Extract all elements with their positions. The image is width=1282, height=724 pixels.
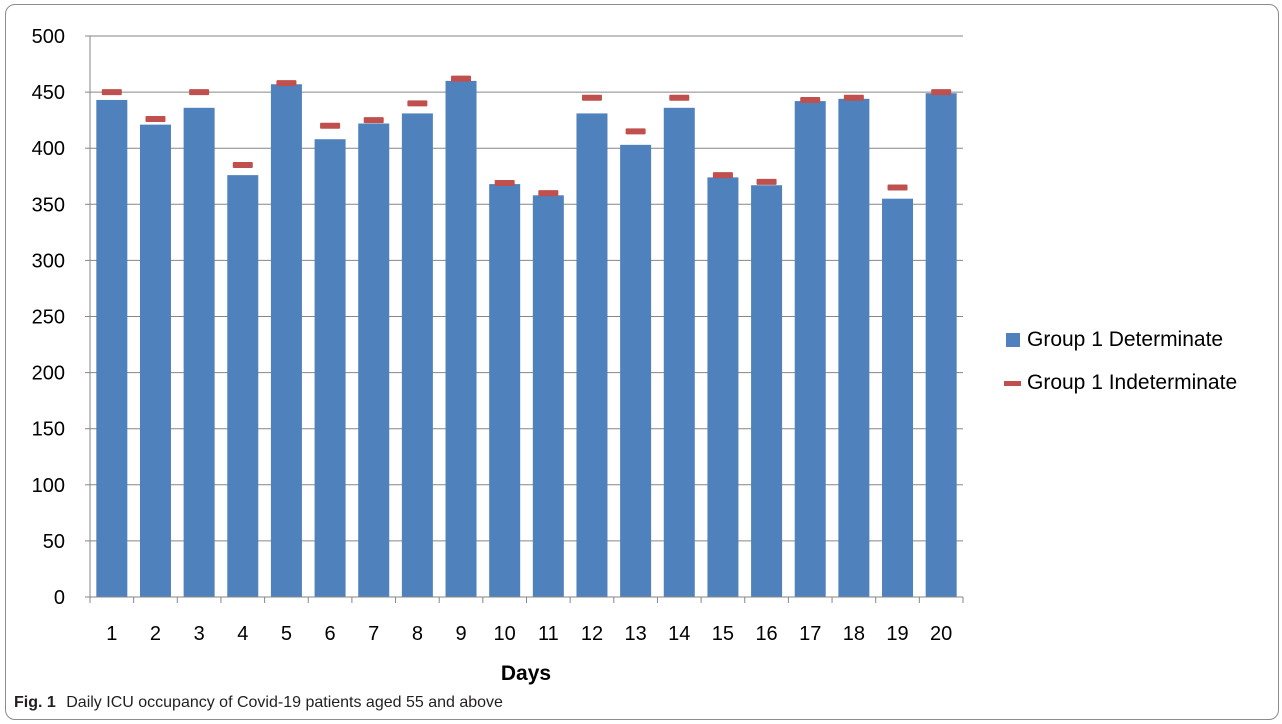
x-tick-label: 4	[237, 623, 248, 645]
x-tick-label: 8	[412, 623, 423, 645]
x-tick-label: 7	[368, 623, 379, 645]
x-tick-label: 9	[455, 623, 466, 645]
x-tick-label: 14	[668, 623, 690, 645]
gridlines	[90, 35, 963, 542]
bar	[139, 124, 171, 597]
y-tick-label: 100	[32, 475, 65, 497]
figure-frame	[5, 4, 1279, 720]
bar	[576, 113, 608, 597]
dash-marker	[189, 89, 210, 96]
legend-item-indeterminate: Group 1 Indeterminate	[1004, 369, 1237, 397]
dash-marker	[669, 94, 690, 101]
dash-marker	[581, 94, 602, 101]
dash-marker	[232, 162, 253, 169]
bar	[532, 195, 564, 597]
x-tick-label: 12	[581, 623, 603, 645]
dash-marker	[625, 128, 646, 135]
dash-marker	[320, 122, 341, 129]
bar	[445, 80, 477, 597]
bar	[96, 99, 128, 597]
figure-label: Fig. 1	[14, 694, 56, 711]
x-tick-label: 6	[325, 623, 336, 645]
bar	[794, 101, 826, 598]
bar	[358, 123, 390, 598]
dash-marker	[494, 179, 515, 186]
legend-label-determinate: Group 1 Determinate	[1027, 328, 1224, 351]
figure-caption-text: Daily ICU occupancy of Covid-19 patients…	[66, 694, 503, 711]
dash-marker	[843, 94, 864, 101]
bar	[882, 198, 914, 597]
dash-marker	[712, 172, 733, 179]
dash-marker	[451, 75, 472, 82]
y-axis-ticks: 0 50 100 150 200 250 300 350 400 450 500	[32, 26, 90, 609]
figure-caption: Fig. 1 Daily ICU occupancy of Covid-19 p…	[14, 694, 503, 712]
x-tick-label: 19	[886, 623, 908, 645]
x-axis-ticks: 1 2 3 4 5 6 7 8 9 10 11 12 13 14 15 16 17 18 19 20	[89, 597, 964, 645]
x-tick-label: 20	[930, 623, 952, 645]
dash-marker	[887, 184, 908, 191]
x-tick-label: 3	[194, 623, 205, 645]
legend-swatch-bar	[1006, 333, 1020, 347]
bar	[663, 107, 695, 598]
dash-marker	[800, 96, 821, 103]
x-tick-label: 1	[106, 623, 117, 645]
y-tick-label: 0	[54, 587, 65, 609]
x-tick-label: 10	[494, 623, 516, 645]
x-tick-label: 5	[281, 623, 292, 645]
y-tick-label: 150	[32, 419, 65, 441]
y-tick-label: 300	[32, 250, 65, 272]
y-tick-label: 350	[32, 194, 65, 216]
bar	[227, 175, 259, 598]
bar	[401, 113, 433, 597]
bar	[925, 93, 957, 598]
legend-label-indeterminate: Group 1 Indeterminate	[1027, 371, 1238, 394]
x-tick-label: 13	[625, 623, 647, 645]
dash-marker	[407, 100, 428, 107]
x-tick-label: 17	[799, 623, 821, 645]
bar	[620, 144, 652, 598]
bar	[489, 184, 521, 597]
bar	[838, 98, 870, 597]
dash-marker	[363, 117, 384, 124]
bar	[314, 139, 346, 597]
dash-series	[101, 75, 952, 197]
x-axis-title: Days	[501, 662, 551, 685]
bar	[183, 107, 215, 598]
y-tick-label: 250	[32, 307, 65, 329]
x-tick-label: 2	[150, 623, 161, 645]
x-tick-label: 15	[712, 623, 734, 645]
dash-marker	[931, 89, 952, 96]
legend-swatch-dash	[1004, 380, 1021, 386]
y-tick-label: 50	[43, 531, 65, 553]
y-tick-label: 450	[32, 82, 65, 104]
dash-marker	[276, 80, 297, 87]
dash-marker	[101, 89, 122, 96]
y-tick-label: 400	[32, 138, 65, 160]
legend: Group 1 Determinate Group 1 Indeterminat…	[1004, 326, 1237, 412]
dash-marker	[756, 178, 777, 185]
bar	[270, 84, 302, 598]
bar-series	[96, 80, 957, 598]
legend-item-determinate: Group 1 Determinate	[1004, 326, 1237, 354]
dash-marker	[538, 190, 559, 197]
bar	[751, 185, 783, 597]
bar	[707, 177, 739, 597]
dash-marker	[145, 116, 166, 123]
y-tick-label: 200	[32, 363, 65, 385]
y-tick-label: 500	[32, 26, 65, 48]
x-tick-label: 18	[843, 623, 865, 645]
x-tick-label: 11	[538, 623, 559, 645]
x-tick-label: 16	[755, 623, 777, 645]
